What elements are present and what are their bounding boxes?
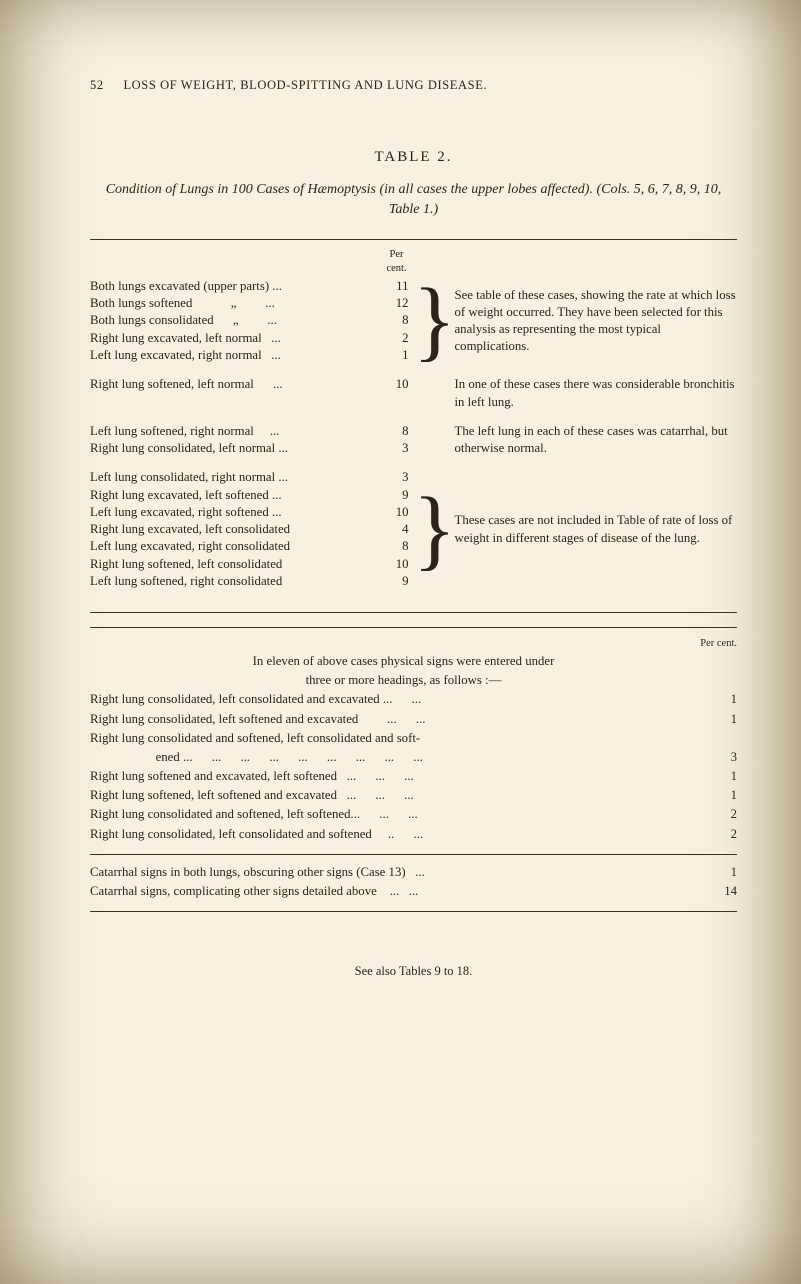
table-row-value: 12 [379,295,409,312]
table-row-value: 10 [379,376,409,393]
list-item-label: Right lung consolidated, left consolidat… [90,825,691,844]
list-item-label: ened ... ... ... ... ... ... ... ... ... [90,748,691,767]
table-row-label: Left lung consolidated, right normal ... [90,469,373,486]
brace-icon: } [421,278,449,364]
table-row-label: Left lung excavated, right normal ... [90,347,373,364]
table-row-label: Left lung softened, right normal ... [90,423,373,440]
table-row-value: 10 [379,504,409,521]
list-item: Right lung consolidated and softened, le… [90,805,737,824]
list-item: Catarrhal signs, complicating other sign… [90,882,737,901]
list-item-label: Catarrhal signs, complicating other sign… [90,882,691,901]
table-group: Left lung consolidated, right normal ...… [90,469,737,590]
list-item-value [691,729,737,748]
list-item-label: Right lung consolidated and softened, le… [90,805,691,824]
percent-header-2: Per cent. [681,636,737,652]
table-row-label: Right lung excavated, left normal ... [90,330,373,347]
table-row-value: 4 [379,521,409,538]
sec2-intro-2: three or more headings, as follows :— [120,671,687,690]
list-item-label: Right lung consolidated, left consolidat… [90,690,691,709]
group-numbers: 391048109 [379,469,415,590]
table-row-label: Left lung excavated, right consolidated [90,538,373,555]
table-row-label: Right lung softened, left consolidated [90,556,373,573]
list-item-value: 1 [691,767,737,786]
list-item-value: 2 [691,805,737,824]
table-row-value: 1 [379,347,409,364]
group-note: In one of these cases there was consider… [455,376,738,411]
list-item: Right lung consolidated, left softened a… [90,710,737,729]
table-row-value: 2 [379,330,409,347]
table-row-value: 8 [379,538,409,555]
table-row-label: Left lung softened, right consolidated [90,573,373,590]
table-label: TABLE 2. [90,149,737,166]
table-row-value: 9 [379,573,409,590]
group-left: Left lung consolidated, right normal ...… [90,469,373,590]
table-row-label: Left lung excavated, right softened ... [90,504,373,521]
main-table: Per cent. Both lungs excavated (upper pa… [90,239,737,614]
table-row-value: 3 [379,440,409,457]
list-item-label: Catarrhal signs in both lungs, obscuring… [90,863,691,882]
table-row-label: Right lung excavated, left softened ... [90,487,373,504]
list-item: Right lung consolidated, left consolidat… [90,690,737,709]
list-item-label: Right lung softened, left softened and e… [90,786,691,805]
percent-header: Per cent. [379,248,415,276]
group-numbers: 1112821 [379,278,415,364]
table-row-value: 8 [379,312,409,329]
list-item-value: 1 [691,710,737,729]
table-row-value: 11 [379,278,409,295]
list-item-value: 14 [691,882,737,901]
table-row-label: Right lung consolidated, left normal ... [90,440,373,457]
sec2-intro: In eleven of above cases physical signs … [120,652,687,671]
table-row-label: Right lung softened, left normal ... [90,376,373,393]
table-row-label: Both lungs consolidated „ ... [90,312,373,329]
list-item: Right lung consolidated, left consolidat… [90,825,737,844]
running-head: 52 LOSS OF WEIGHT, BLOOD-SPITTING AND LU… [90,78,737,93]
table-caption: Condition of Lungs in 100 Cases of Hæmop… [90,180,737,221]
page-number: 52 [90,78,104,93]
list-item-value: 3 [691,748,737,767]
group-left: Left lung softened, right normal ...Righ… [90,423,373,458]
table-row-label: Right lung excavated, left consolidated [90,521,373,538]
list-item-label: Right lung consolidated, left softened a… [90,710,691,729]
brace-icon: } [421,469,449,590]
list-item-value: 2 [691,825,737,844]
table-row-label: Both lungs excavated (upper parts) ... [90,278,373,295]
list-item-label: Right lung softened and excavated, left … [90,767,691,786]
table-row-value: 8 [379,423,409,440]
list-item: Right lung softened and excavated, left … [90,767,737,786]
brace-icon [421,423,449,458]
list-item-value: 1 [691,786,737,805]
list-item: Catarrhal signs in both lungs, obscuring… [90,863,737,882]
footnote: See also Tables 9 to 18. [90,964,737,979]
list-item-label: Right lung consolidated and softened, le… [90,729,691,748]
group-left: Both lungs excavated (upper parts) ...Bo… [90,278,373,364]
table-group: Both lungs excavated (upper parts) ...Bo… [90,278,737,364]
group-numbers: 83 [379,423,415,458]
table-row-value: 9 [379,487,409,504]
secondary-table: Per cent. In eleven of above cases physi… [90,627,737,855]
list-item: ened ... ... ... ... ... ... ... ... ...… [90,748,737,767]
tertiary-table: Catarrhal signs in both lungs, obscuring… [90,855,737,912]
table-row-value: 10 [379,556,409,573]
list-item: Right lung softened, left softened and e… [90,786,737,805]
list-item: Right lung consolidated and softened, le… [90,729,737,748]
group-note: These cases are not included in Table of… [455,469,738,590]
group-numbers: 10 [379,376,415,411]
table-group: Right lung softened, left normal ... 10 In… [90,376,737,411]
list-item-value: 1 [691,863,737,882]
list-item-value: 1 [691,690,737,709]
table-row-label: Both lungs softened „ ... [90,295,373,312]
table-row-value: 3 [379,469,409,486]
group-left: Right lung softened, left normal ... [90,376,373,411]
running-head-text: LOSS OF WEIGHT, BLOOD-SPITTING AND LUNG … [123,78,487,92]
group-note: See table of these cases, showing the ra… [455,278,738,364]
brace-icon [421,376,449,411]
group-note: The left lung in each of these cases was… [455,423,738,458]
table-group: Left lung softened, right normal ...Righ… [90,423,737,458]
